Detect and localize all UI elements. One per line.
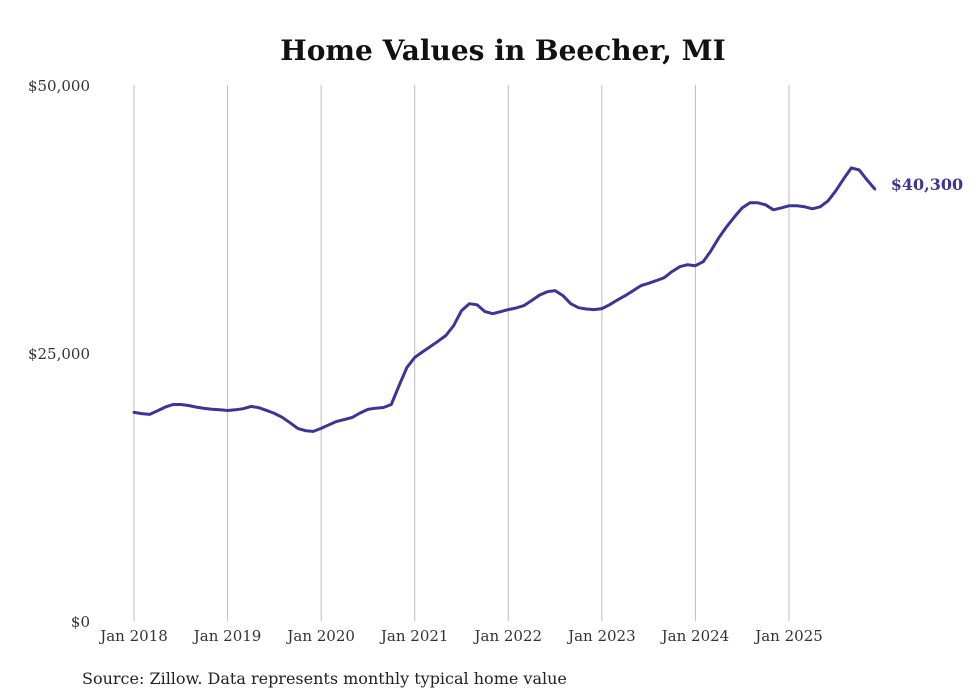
end-value-label: $40,300 — [891, 175, 963, 194]
y-tick-label: $50,000 — [28, 77, 90, 95]
x-tick-label: Jan 2023 — [566, 627, 636, 645]
x-tick-label: Jan 2020 — [285, 627, 355, 645]
chart-title: Home Values in Beecher, MI — [280, 34, 726, 67]
y-tick-label: $25,000 — [28, 345, 90, 363]
x-tick-label: Jan 2019 — [192, 627, 262, 645]
y-tick-label: $0 — [71, 613, 90, 631]
x-tick-label: Jan 2021 — [379, 627, 449, 645]
x-tick-label: Jan 2018 — [98, 627, 168, 645]
source-note: Source: Zillow. Data represents monthly … — [82, 669, 567, 688]
x-tick-label: Jan 2025 — [753, 627, 823, 645]
x-tick-label: Jan 2022 — [473, 627, 543, 645]
series-line — [132, 166, 877, 433]
x-tick-label: Jan 2024 — [660, 627, 730, 645]
